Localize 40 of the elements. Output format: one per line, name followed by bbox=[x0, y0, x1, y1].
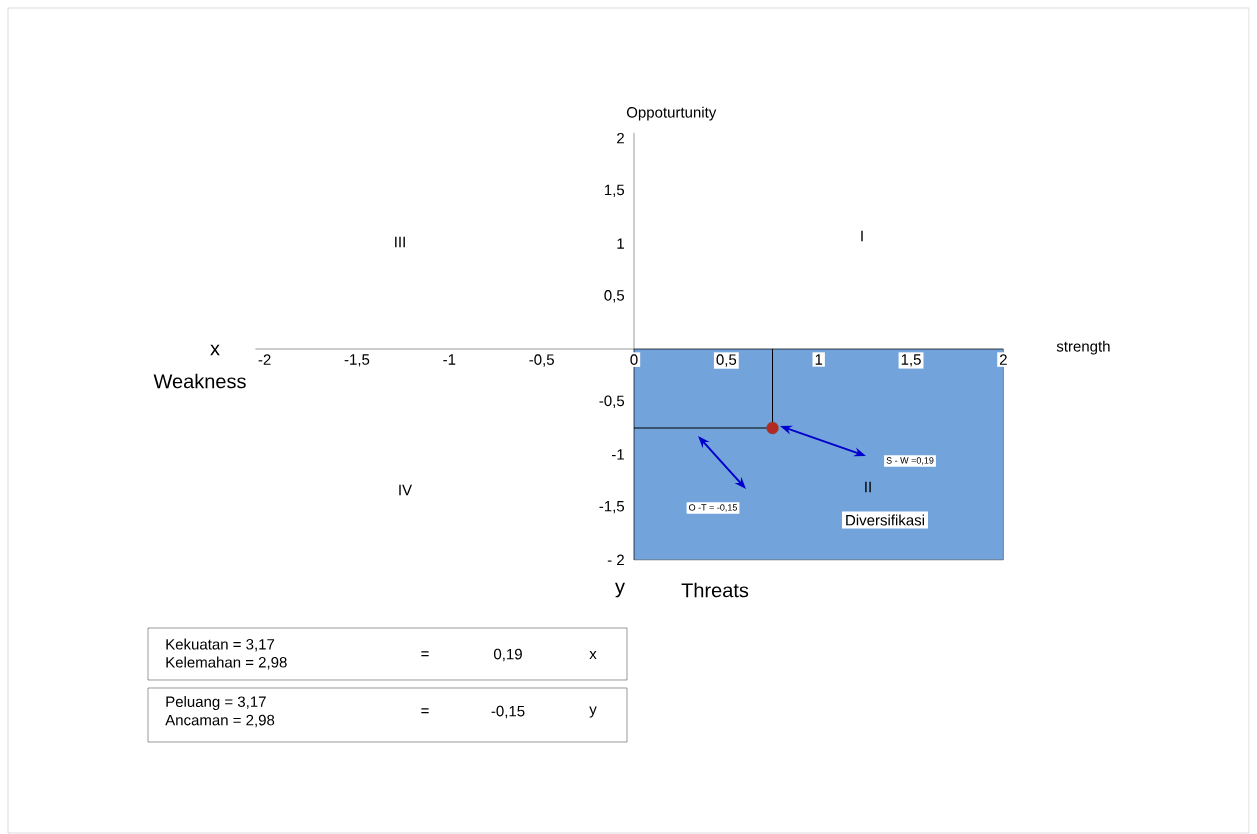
x-tick-label: 0 bbox=[630, 354, 638, 365]
text: x bbox=[589, 651, 597, 659]
text: Threats bbox=[681, 582, 749, 598]
annotation: I bbox=[861, 230, 863, 242]
x-tick-label: 0,5 bbox=[716, 354, 737, 367]
text: 0,19 bbox=[493, 648, 522, 662]
y-tick-label: 2 bbox=[617, 132, 624, 144]
x-tick-label: -0,5 bbox=[529, 354, 554, 367]
text: Weakness bbox=[153, 373, 246, 389]
annotation: III bbox=[395, 236, 405, 248]
x-axis-title: strength bbox=[1056, 340, 1110, 355]
annotation: O -T = -0,15 bbox=[689, 504, 737, 512]
annotation: IV bbox=[399, 484, 413, 496]
text: Ancaman = 2,98 bbox=[165, 714, 275, 728]
x-tick-label: 1,5 bbox=[901, 354, 921, 367]
annotation: Diversifikasi bbox=[846, 514, 924, 526]
text: Kekuatan = 3,17 bbox=[166, 638, 275, 652]
x-tick-label: -1 bbox=[443, 354, 456, 365]
text: -0,15 bbox=[491, 705, 525, 719]
annotation: II bbox=[865, 481, 871, 493]
x-tick-label: -1,5 bbox=[344, 354, 370, 367]
x-tick-label: 2 bbox=[999, 354, 1007, 365]
text: Kelemahan = 2,98 bbox=[166, 656, 287, 670]
y-axis-title: Oppoturtunity bbox=[626, 106, 717, 121]
x-tick-label: -2 bbox=[258, 354, 271, 365]
text: = bbox=[421, 708, 429, 714]
annotation: S - W =0,19 bbox=[886, 457, 934, 465]
y-tick-label: -0,5 bbox=[599, 395, 625, 408]
y-tick-label: 1 bbox=[617, 238, 624, 249]
y-tick-label: -1 bbox=[611, 449, 624, 460]
y-tick-label: -1,5 bbox=[599, 501, 625, 514]
y-tick-label: - 2 bbox=[607, 554, 624, 566]
y-tick-label: 1,5 bbox=[604, 184, 625, 197]
text: x bbox=[210, 344, 220, 356]
text: = bbox=[421, 651, 429, 657]
y-tick-label: 0,5 bbox=[604, 290, 625, 303]
text: y bbox=[615, 582, 625, 598]
text: Peluang = 3,17 bbox=[166, 696, 266, 710]
x-tick-label: 1 bbox=[815, 354, 823, 365]
text: y bbox=[589, 706, 597, 718]
